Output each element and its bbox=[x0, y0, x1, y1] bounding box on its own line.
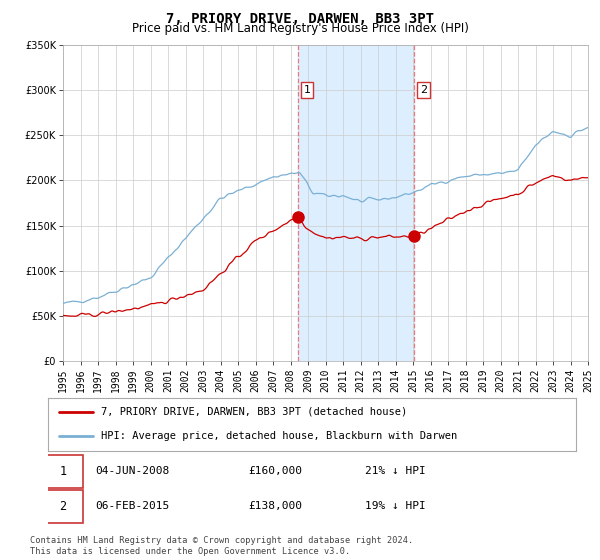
FancyBboxPatch shape bbox=[43, 455, 83, 488]
Text: Contains HM Land Registry data © Crown copyright and database right 2024.
This d: Contains HM Land Registry data © Crown c… bbox=[30, 536, 413, 556]
FancyBboxPatch shape bbox=[43, 489, 83, 522]
Text: 2: 2 bbox=[419, 85, 427, 95]
Text: 1: 1 bbox=[59, 465, 67, 478]
Text: 04-JUN-2008: 04-JUN-2008 bbox=[95, 466, 170, 476]
Bar bbox=[298, 45, 415, 361]
Text: 1: 1 bbox=[304, 85, 311, 95]
Text: HPI: Average price, detached house, Blackburn with Darwen: HPI: Average price, detached house, Blac… bbox=[101, 431, 457, 441]
Text: 06-FEB-2015: 06-FEB-2015 bbox=[95, 501, 170, 511]
Text: 2: 2 bbox=[59, 500, 67, 512]
Text: £138,000: £138,000 bbox=[248, 501, 302, 511]
Text: 19% ↓ HPI: 19% ↓ HPI bbox=[365, 501, 425, 511]
Text: 21% ↓ HPI: 21% ↓ HPI bbox=[365, 466, 425, 476]
Text: 7, PRIORY DRIVE, DARWEN, BB3 3PT: 7, PRIORY DRIVE, DARWEN, BB3 3PT bbox=[166, 12, 434, 26]
Text: 7, PRIORY DRIVE, DARWEN, BB3 3PT (detached house): 7, PRIORY DRIVE, DARWEN, BB3 3PT (detach… bbox=[101, 407, 407, 417]
Text: £160,000: £160,000 bbox=[248, 466, 302, 476]
Text: Price paid vs. HM Land Registry's House Price Index (HPI): Price paid vs. HM Land Registry's House … bbox=[131, 22, 469, 35]
